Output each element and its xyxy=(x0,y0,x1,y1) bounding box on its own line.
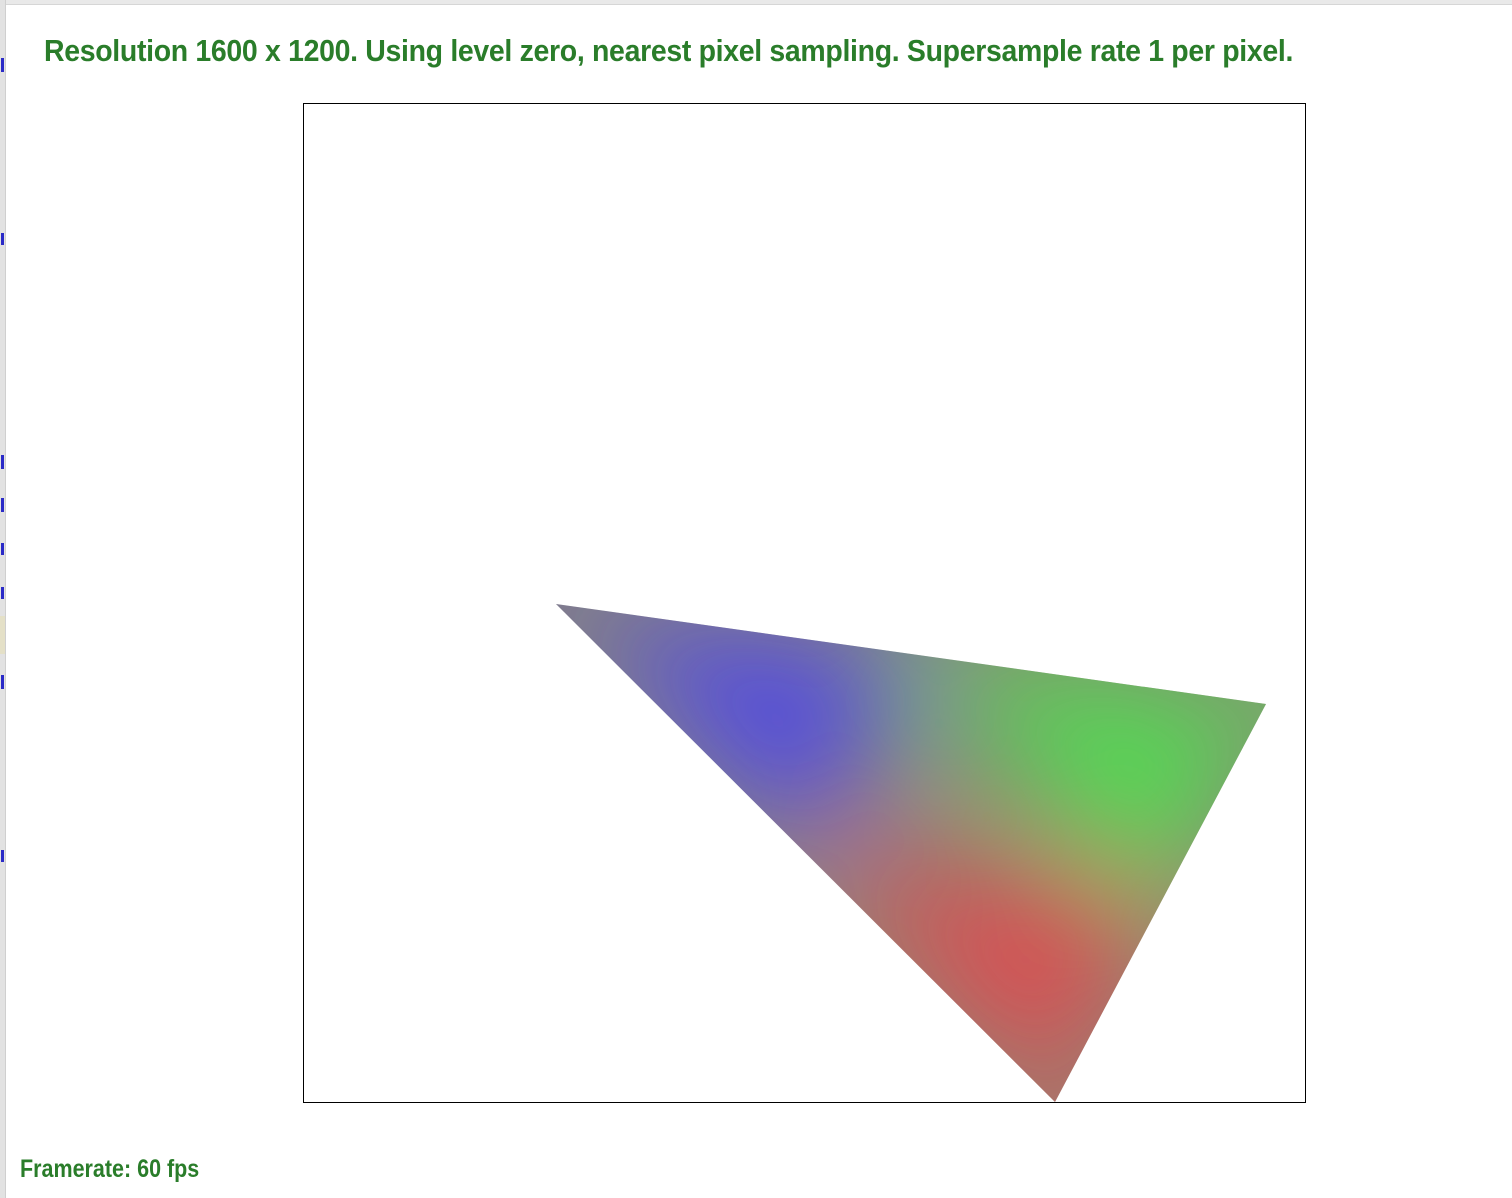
interpolated-triangle xyxy=(556,604,1266,1102)
edge-marker xyxy=(1,587,4,599)
edge-marker xyxy=(1,675,4,689)
edge-marker xyxy=(1,455,4,469)
edge-marker xyxy=(1,58,4,72)
window-top-edge xyxy=(0,0,1512,5)
edge-marker xyxy=(1,850,4,862)
window-left-edge xyxy=(0,0,6,1198)
render-settings-title: Resolution 1600 x 1200. Using level zero… xyxy=(44,33,1294,68)
edge-marker xyxy=(1,543,4,555)
edge-marker xyxy=(1,233,4,245)
edge-marker xyxy=(1,498,4,512)
edge-highlight xyxy=(0,616,5,654)
triangle-canvas xyxy=(556,604,1266,1102)
framerate-readout: Framerate: 60 fps xyxy=(20,1155,200,1183)
render-viewport[interactable] xyxy=(303,103,1306,1103)
